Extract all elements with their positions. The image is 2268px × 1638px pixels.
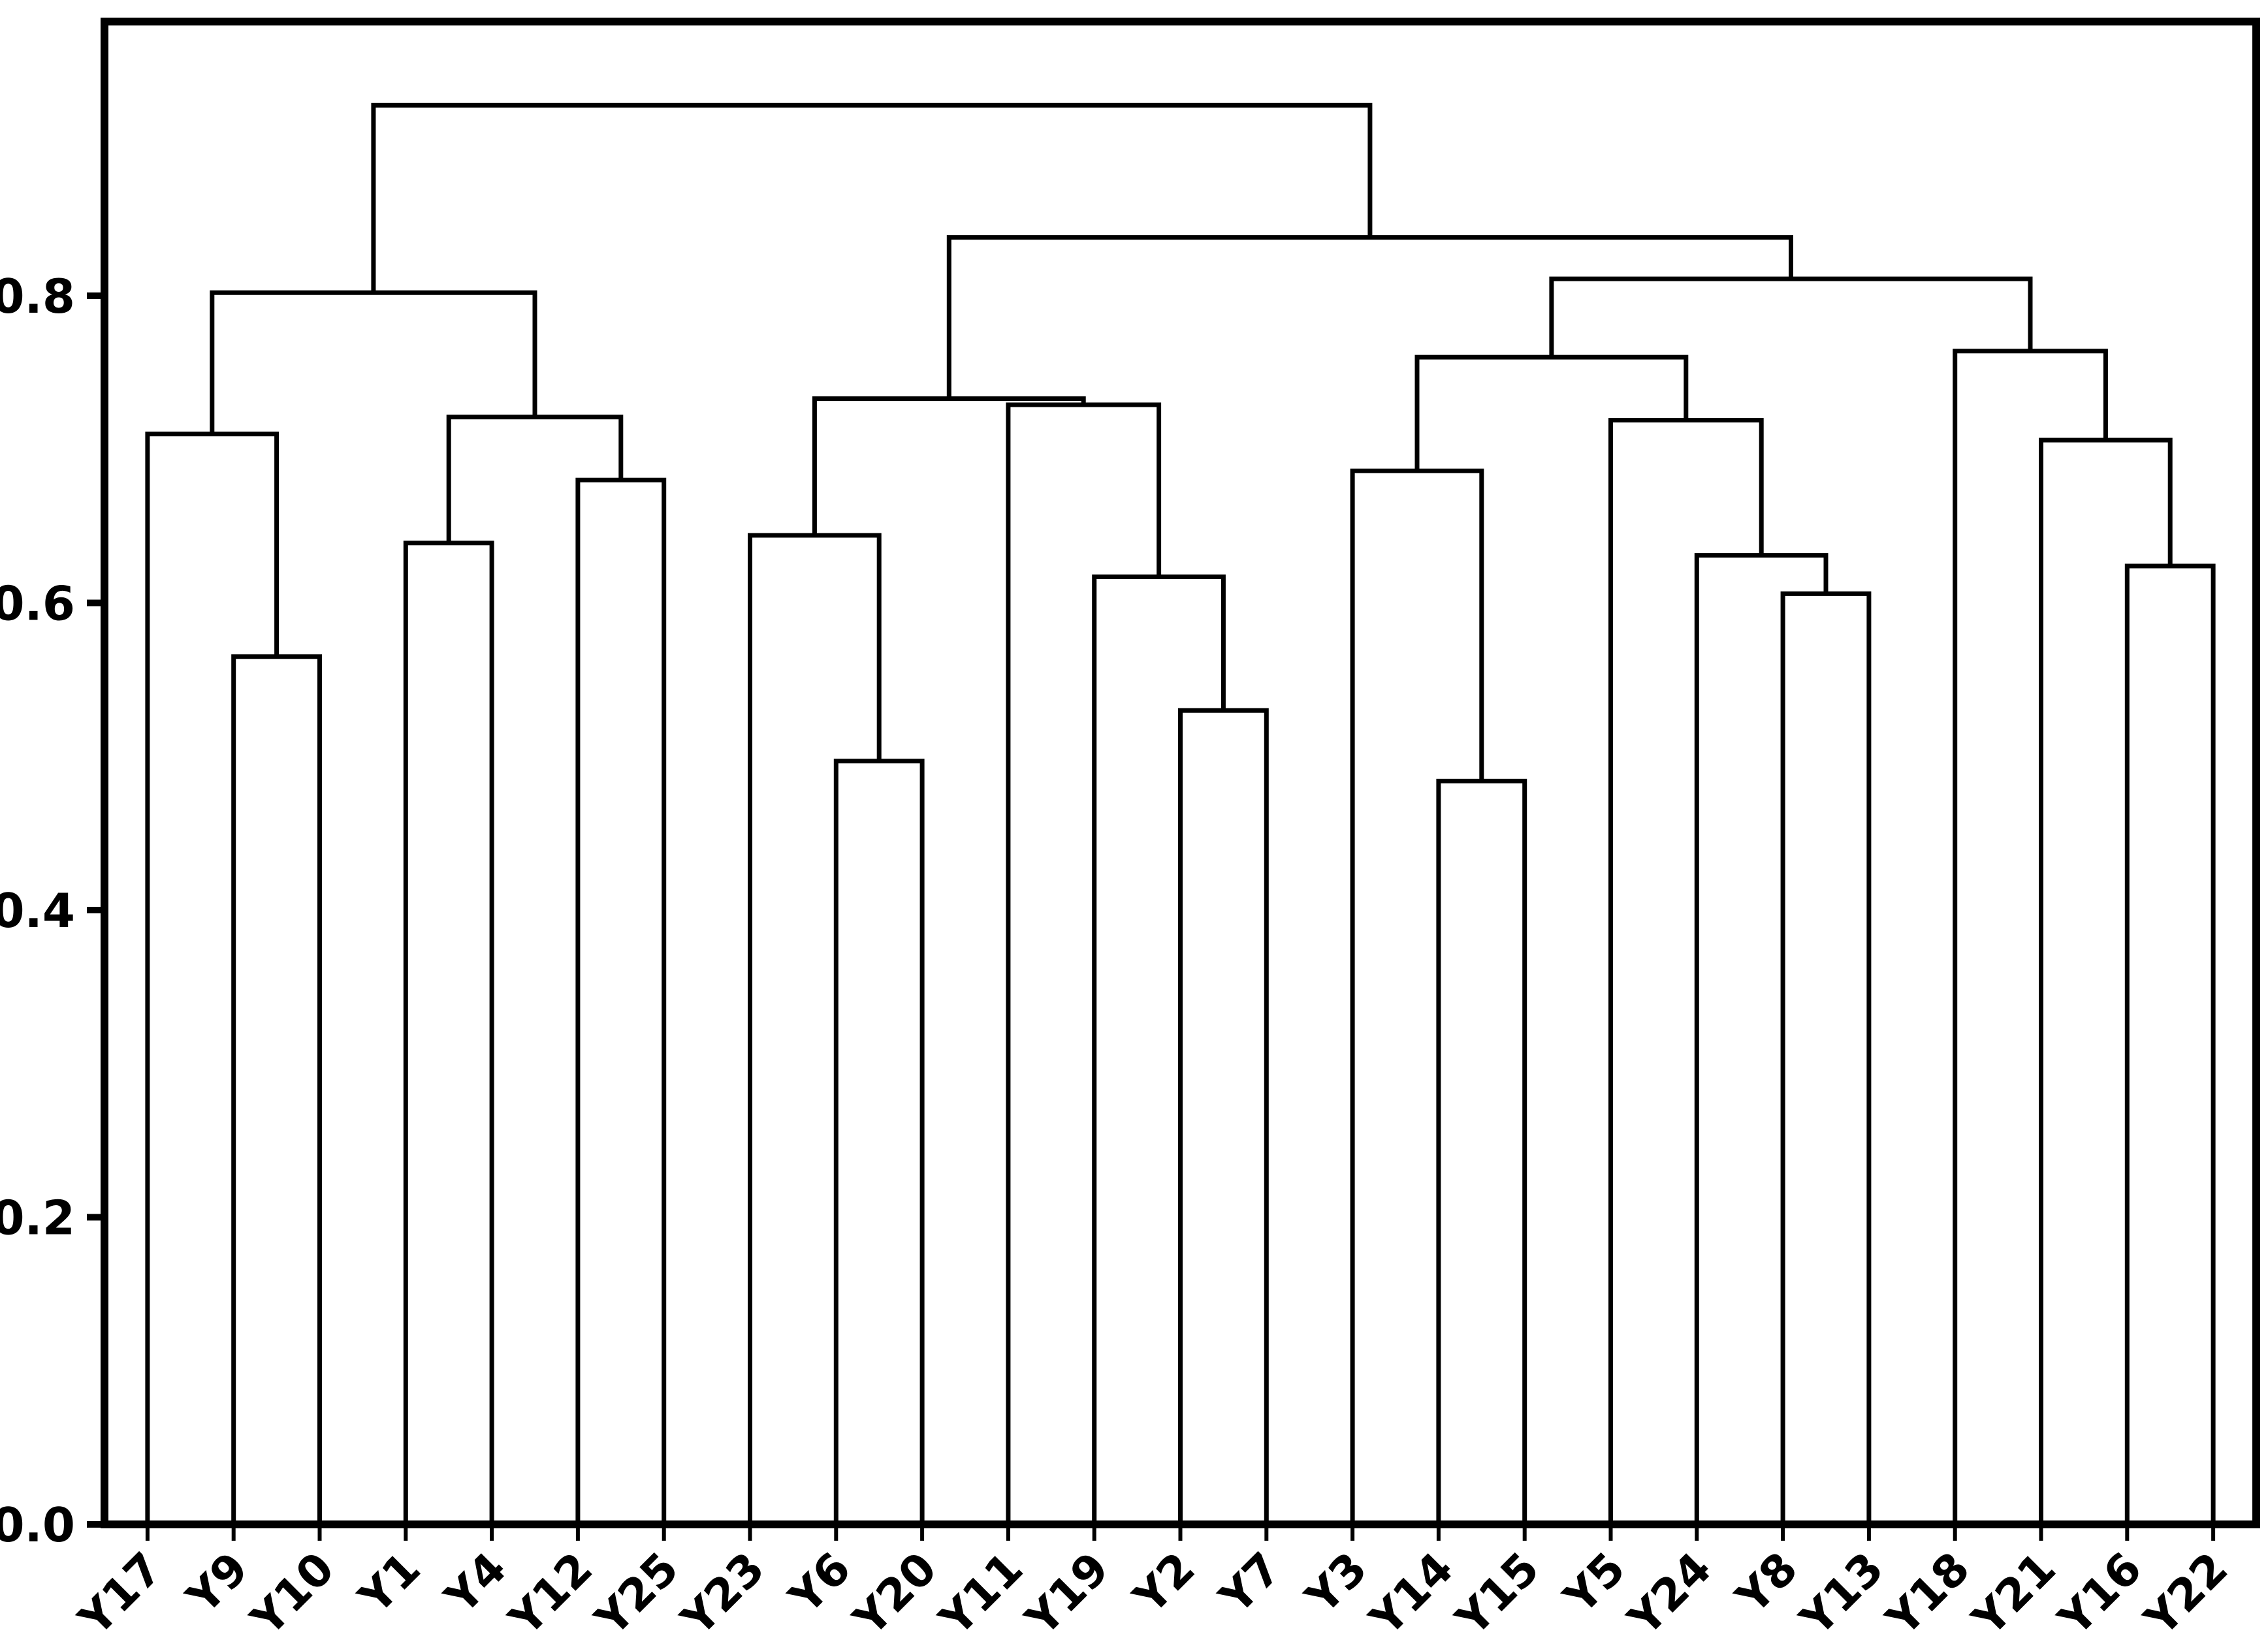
dendrogram-link-m23: [371, 102, 1373, 293]
y-axis-tick-label-0.4: 0.4: [0, 883, 75, 938]
y-axis-tick-label-0.0: 0.0: [0, 1498, 75, 1552]
y-axis-tick-label-0.2: 0.2: [0, 1191, 75, 1246]
y-axis-tick-label-0.6: 0.6: [0, 576, 75, 631]
y-axis-tick-label-0.8: 0.8: [0, 269, 75, 324]
